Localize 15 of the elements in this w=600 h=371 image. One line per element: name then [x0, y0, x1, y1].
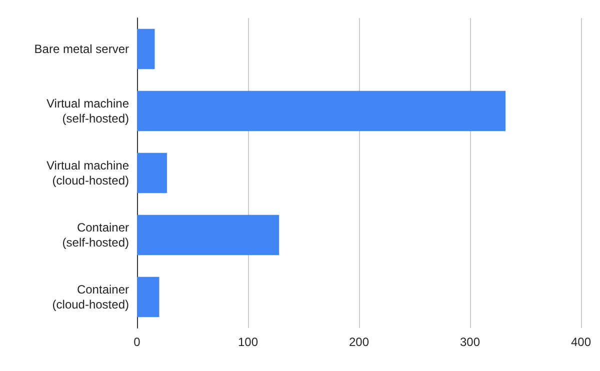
bar [137, 276, 160, 318]
x-tick-label: 100 [238, 335, 258, 349]
bar [137, 28, 155, 70]
bar [137, 214, 280, 256]
y-tick-label: Container (self-hosted) [62, 220, 130, 250]
y-tick-label: Virtual machine (self-hosted) [46, 96, 130, 126]
x-tick-label: 300 [460, 335, 480, 349]
x-tick-label: 400 [570, 335, 592, 349]
bar [137, 90, 506, 132]
y-tick-label: Virtual machine (cloud-hosted) [46, 158, 130, 188]
y-tick-label: Bare metal server [34, 42, 129, 56]
x-tick-label: 200 [348, 335, 370, 349]
y-tick-label: Container (cloud-hosted) [52, 282, 130, 312]
x-tick-label: 0 [134, 335, 141, 349]
bar [137, 152, 167, 194]
